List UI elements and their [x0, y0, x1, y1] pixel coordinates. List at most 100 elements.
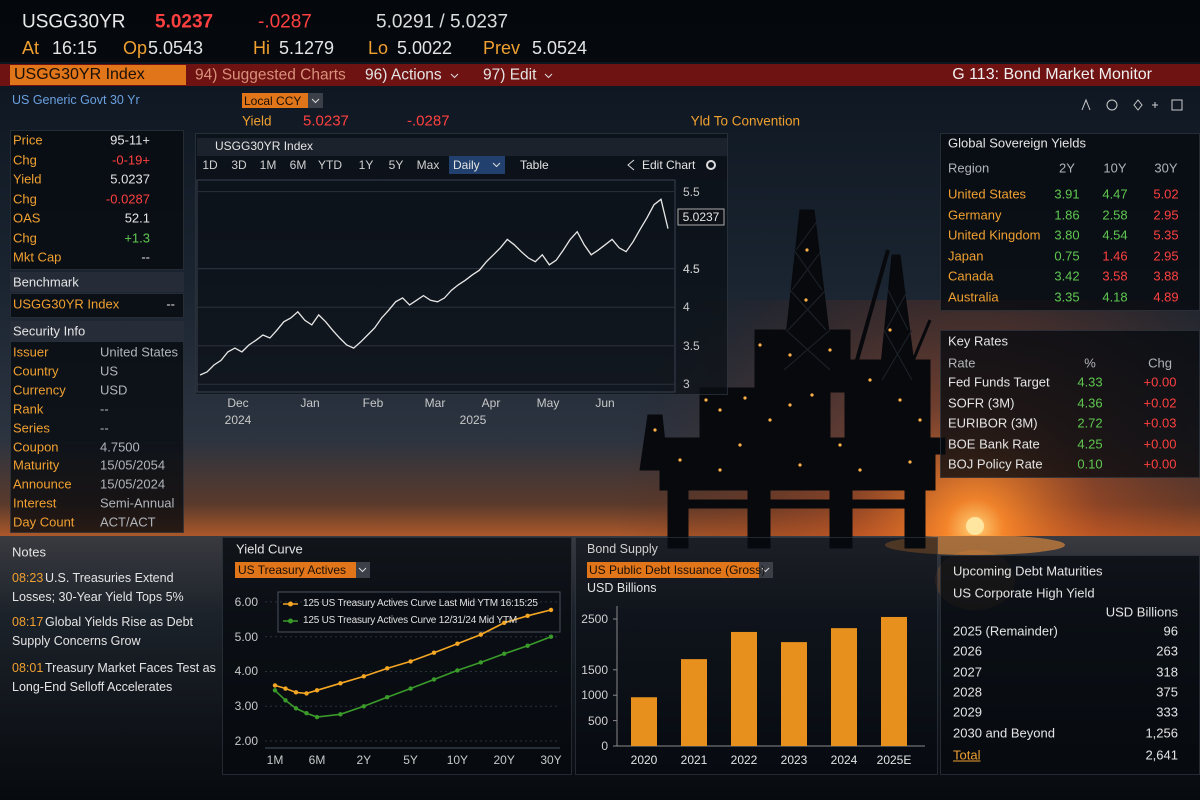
axis-title: USD Billions [587, 580, 657, 595]
stat-label: Op [123, 38, 148, 58]
yield-cell: 3.42 [1054, 268, 1080, 284]
chart-title: Bond Supply [587, 541, 658, 556]
stat-value: 5.0022 [397, 38, 453, 58]
edit-chart[interactable]: Edit Chart [642, 158, 696, 172]
curve-point [478, 632, 483, 637]
info-value: -- [100, 401, 109, 417]
column-header: 2Y [1059, 160, 1075, 176]
total-value: 2,641 [1145, 747, 1178, 763]
icon[interactable] [1171, 99, 1183, 111]
x-tick-label: Apr [481, 396, 501, 410]
maturity-value: 375 [1156, 684, 1178, 700]
curve-point [304, 691, 309, 696]
net-change: -.0287 [258, 11, 312, 33]
ticker: USGG30YR [22, 11, 126, 33]
quote-label: Chg [13, 152, 37, 167]
chevron [450, 73, 553, 79]
range-button[interactable]: Max [416, 158, 440, 172]
x-tick-label: 2Y [356, 753, 372, 767]
legend-label: 125 US Treasury Actives Curve 12/31/24 M… [303, 615, 518, 626]
maturity-value: 96 [1163, 623, 1178, 639]
maturity-label: 2029 [953, 704, 982, 720]
curve-point [431, 677, 437, 682]
icon[interactable] [1133, 99, 1143, 111]
dropdown[interactable] [356, 562, 370, 578]
y-tick-label: 3.00 [234, 699, 258, 714]
range-button[interactable]: YTD [318, 158, 342, 172]
legend-swatch [288, 618, 293, 624]
info-label: Maturity [13, 457, 60, 473]
function-title: G 113: Bond Market Monitor [952, 66, 1152, 83]
frequency-box[interactable] [449, 156, 505, 174]
curve-point [548, 607, 554, 613]
quote-label: Yield [13, 171, 42, 187]
curve-point [293, 706, 299, 711]
y-tick-label: 4 [683, 300, 690, 315]
x-tick-label: 2025E [876, 753, 912, 767]
maturity-value: 263 [1156, 643, 1178, 659]
total-label[interactable]: Total [953, 747, 981, 763]
info-value: ACT/ACT [100, 514, 156, 530]
y-tick-label: 4.00 [234, 664, 258, 679]
curve-point [455, 641, 460, 646]
maturity-label: 2027 [953, 664, 982, 680]
menu[interactable]: 94) Suggested Charts [195, 66, 346, 84]
yield-cell: 3.58 [1102, 268, 1128, 284]
maturity-value: 318 [1156, 664, 1178, 680]
chart-title-bar [197, 138, 727, 156]
dropdown[interactable] [308, 93, 323, 108]
selector-box [587, 562, 773, 578]
quote-label: Chg [13, 230, 37, 245]
range-button[interactable]: 6M [289, 158, 307, 172]
quote-value: 5.0237 [110, 171, 150, 187]
gear-icon[interactable] [706, 160, 716, 170]
y-tick-label: 3 [683, 377, 690, 392]
table-button[interactable]: Table [520, 158, 549, 172]
range-button[interactable]: 1M [259, 158, 277, 172]
info-label: Country [13, 363, 59, 379]
x-tick-label: 30Y [540, 753, 562, 767]
benchmark-header [10, 272, 184, 292]
stat-label: Hi [253, 38, 270, 58]
dropdown[interactable] [759, 562, 773, 578]
region: United Kingdom [948, 227, 1041, 243]
region: Germany [948, 207, 1002, 223]
security-info-panel [10, 341, 184, 533]
curve-point [408, 686, 413, 691]
stat-label: Prev [483, 38, 521, 58]
benchmark-panel [10, 293, 184, 318]
rate-name: BOJ Policy Rate [948, 456, 1043, 472]
security-info-header [10, 321, 184, 341]
y-tick-label: 500 [587, 713, 608, 728]
range-button[interactable]: 1Y [358, 158, 374, 172]
region: United States [948, 186, 1027, 202]
bar [831, 628, 857, 746]
x-tick-label: Jan [300, 396, 320, 410]
menu[interactable]: 96) Actions [365, 66, 442, 84]
info-value: 4.7500 [100, 439, 140, 454]
range-button[interactable]: 3D [231, 158, 247, 172]
y-tick-label: 4.5 [683, 261, 700, 276]
curve-point [502, 651, 507, 656]
yield-cell: 3.35 [1054, 289, 1080, 305]
x-tick-label: 6M [308, 753, 326, 767]
yield-cell: 5.35 [1153, 227, 1179, 243]
range-button[interactable]: 5Y [388, 158, 404, 172]
selector: US Treasury Actives [238, 563, 347, 577]
yield-cell: 2.95 [1153, 248, 1179, 264]
icon[interactable] [1081, 98, 1091, 111]
chevron [761, 567, 770, 573]
range-button[interactable]: 1D [202, 158, 218, 172]
last-price: 5.0237 [155, 11, 214, 33]
selector: US Public Debt Issuance (Gross) [589, 563, 766, 577]
field: Yield [242, 113, 272, 129]
curve-point [304, 711, 309, 716]
column-header: 30Y [1154, 160, 1178, 176]
stat-value: 16:15 [52, 38, 98, 58]
menu[interactable]: 97) Edit [483, 66, 537, 84]
icon[interactable] [1152, 102, 1158, 108]
legend-swatch [288, 601, 293, 607]
curve-point [283, 686, 288, 691]
icon[interactable] [1106, 99, 1118, 111]
frequency[interactable]: Daily [453, 158, 480, 172]
